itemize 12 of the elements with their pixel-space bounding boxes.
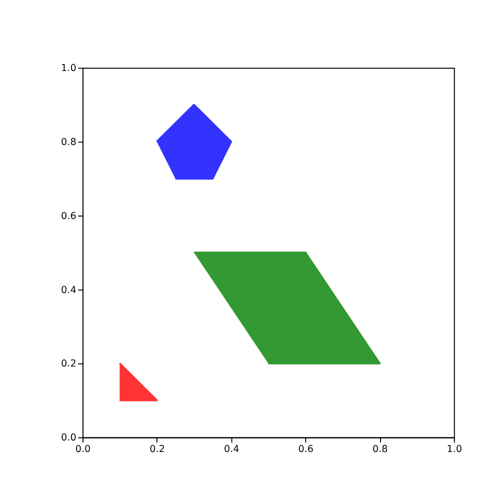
- x-tick-label: 0.0: [75, 444, 91, 456]
- y-tick-label: 0.0: [61, 432, 76, 444]
- y-tick-label: 1.0: [61, 63, 76, 74]
- x-tick-label: 1.0: [446, 444, 462, 456]
- x-tick-label: 0.8: [372, 444, 388, 456]
- x-tick-label: 0.2: [150, 444, 165, 456]
- y-tick-label: 0.8: [61, 137, 76, 148]
- x-tick-label: 0.6: [298, 444, 314, 456]
- y-tick-label: 0.2: [61, 358, 76, 370]
- x-tick-label: 0.4: [224, 444, 240, 456]
- y-tick-label: 0.6: [61, 210, 76, 222]
- y-tick-label: 0.4: [61, 284, 76, 296]
